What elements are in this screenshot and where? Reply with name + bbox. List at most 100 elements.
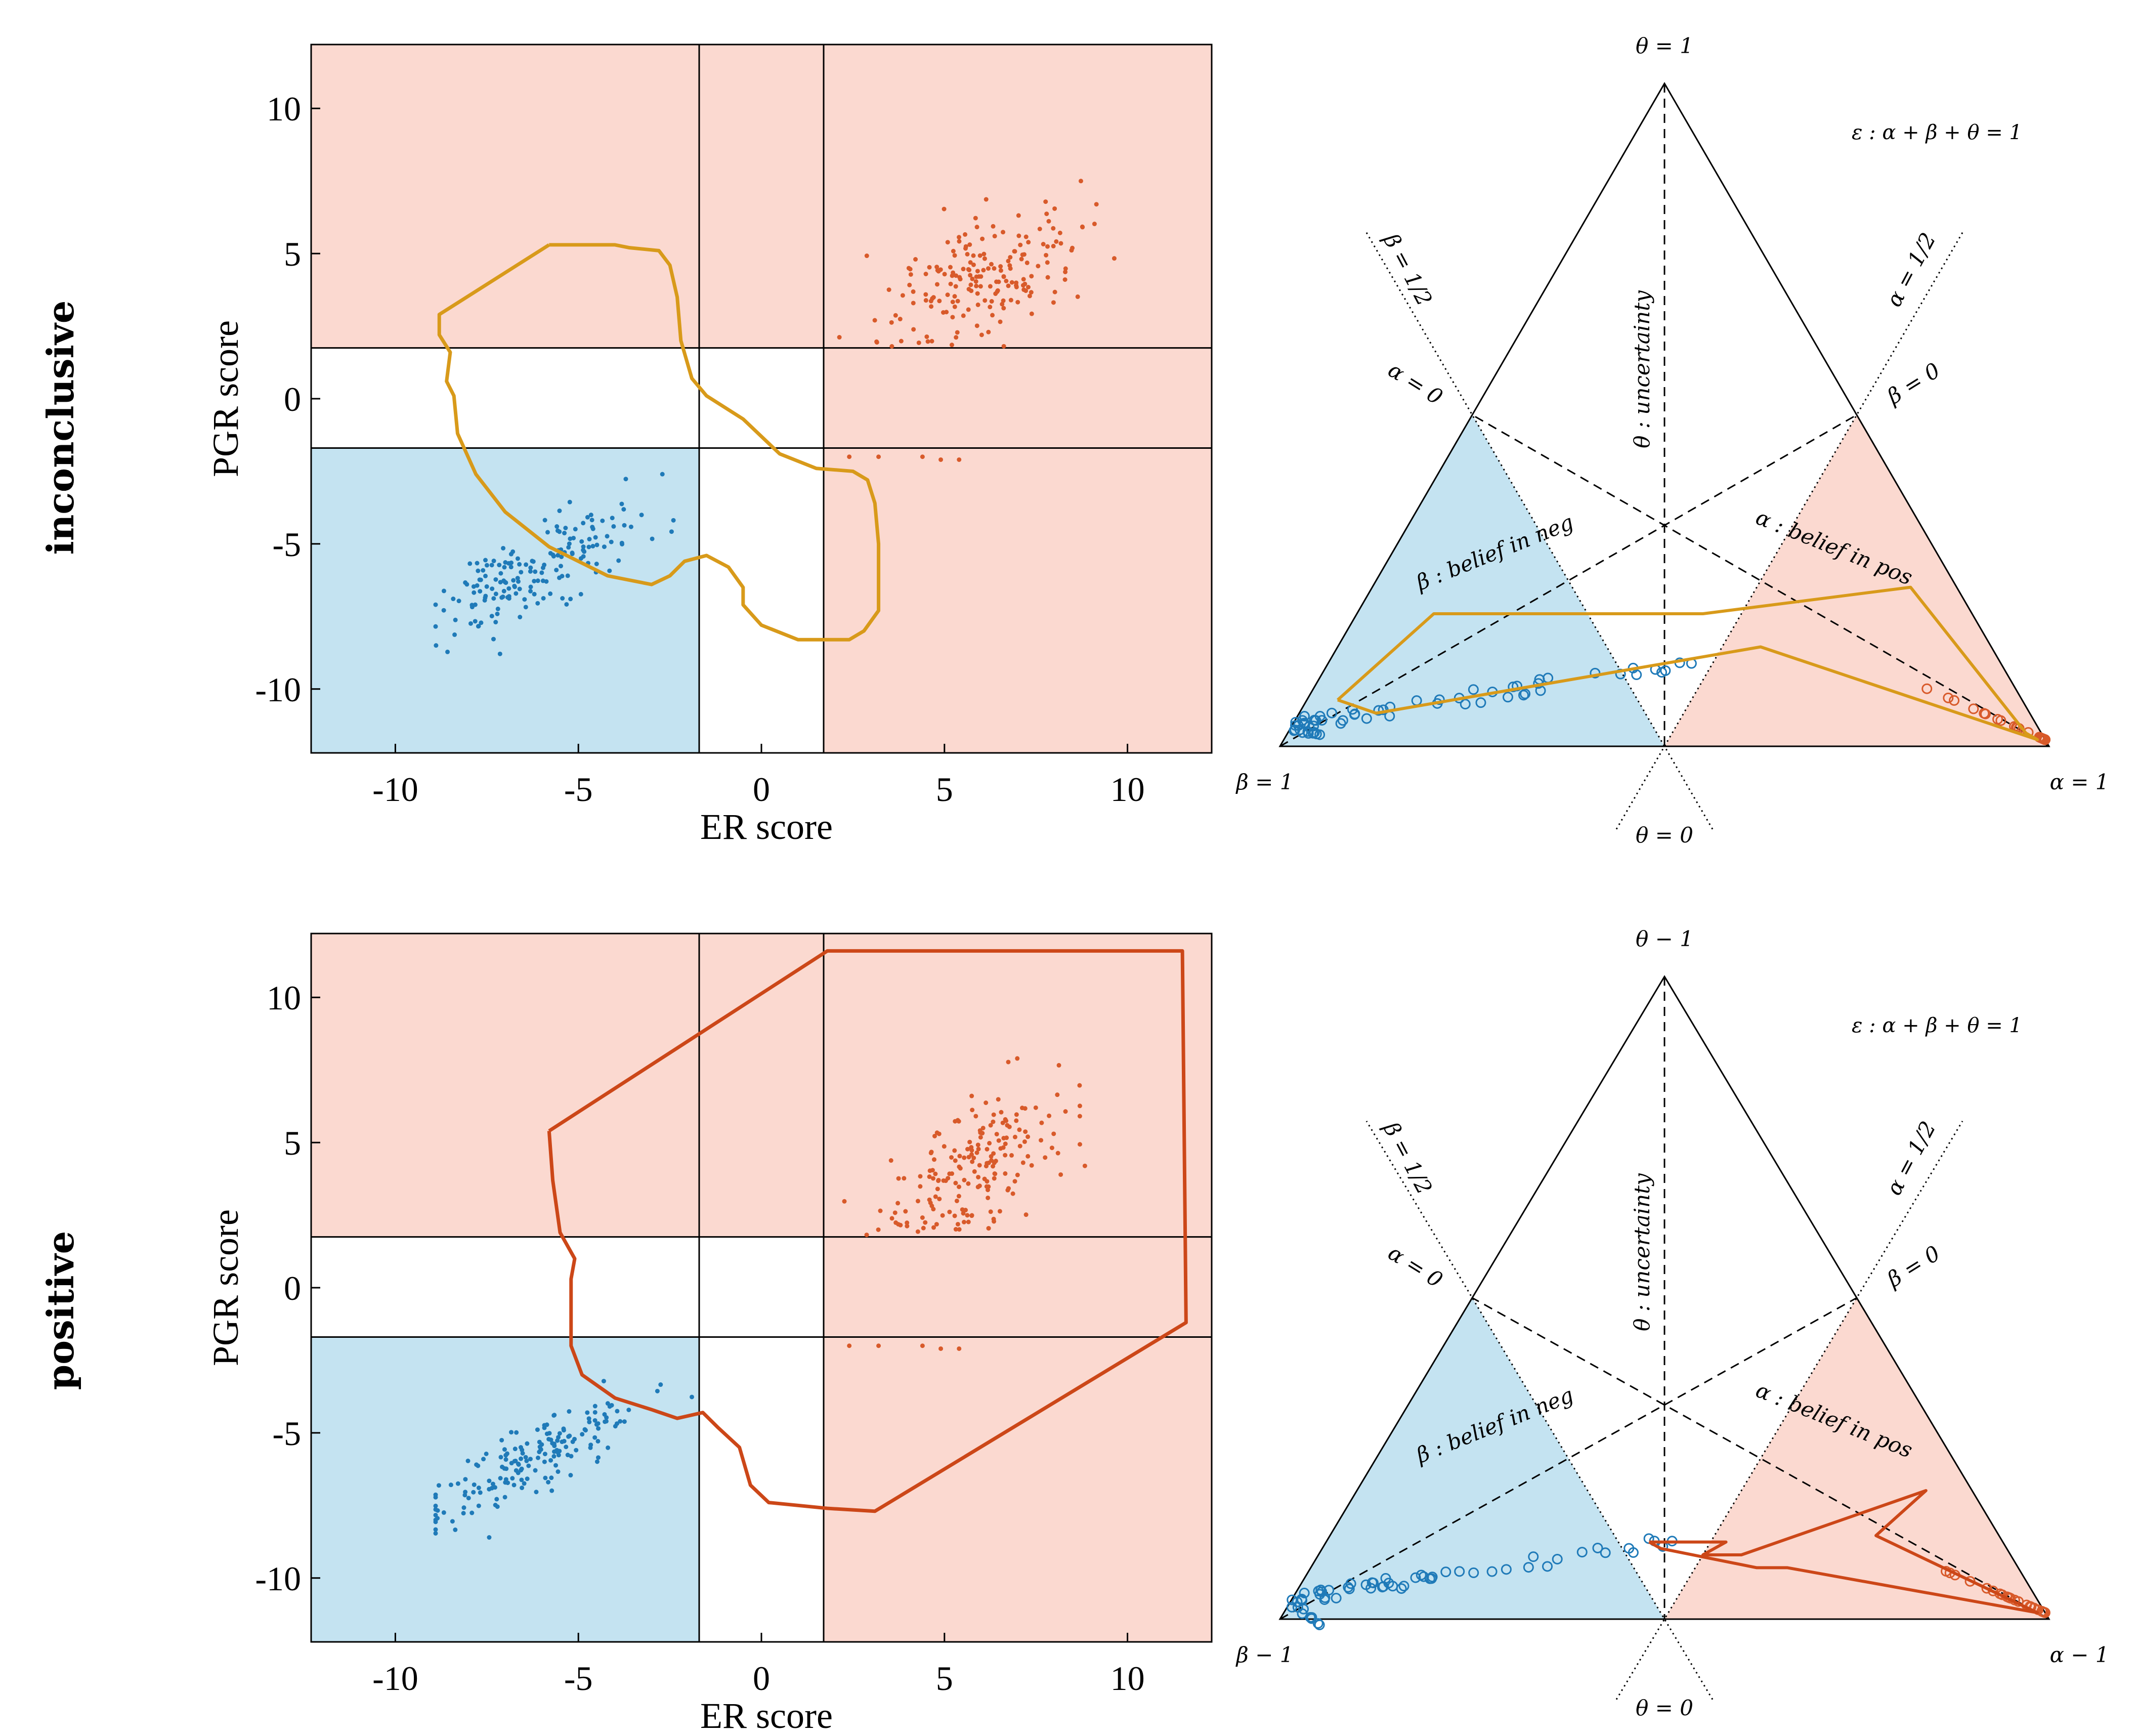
positive-point <box>1049 1146 1054 1151</box>
positive-point <box>1047 1113 1052 1118</box>
negative-point <box>547 1431 552 1436</box>
negative-point <box>498 571 503 576</box>
positive-point <box>961 267 966 272</box>
negative-point <box>503 1453 508 1458</box>
negative-point <box>569 1454 574 1459</box>
negative-point <box>519 1477 524 1483</box>
positive-sample-marker <box>1968 703 1979 714</box>
positive-point <box>973 216 978 221</box>
negative-point <box>622 523 627 528</box>
negative-sample-marker <box>1454 1566 1465 1577</box>
negative-sample-marker <box>1296 1593 1307 1604</box>
negative-point <box>481 1457 486 1462</box>
negative-point <box>512 583 517 588</box>
negative-point <box>503 1457 508 1462</box>
positive-point <box>933 1194 938 1199</box>
positive-point <box>895 1201 901 1206</box>
positive-sample-marker <box>1921 683 1933 694</box>
negative-point <box>511 1483 517 1488</box>
negative-point <box>441 608 446 613</box>
positive-point <box>915 1229 920 1234</box>
positive-point <box>996 1138 1001 1143</box>
negative-point <box>502 1447 507 1452</box>
negative-point <box>559 554 564 559</box>
negative-point <box>487 1478 492 1484</box>
negative-point <box>528 588 533 594</box>
positive-point <box>999 1110 1004 1115</box>
positive-point <box>988 284 993 289</box>
negative-sample-marker <box>1398 1581 1409 1592</box>
negative-point <box>690 1394 695 1400</box>
positive-point <box>900 293 905 298</box>
negative-point <box>514 591 519 596</box>
negative-point <box>472 1482 477 1487</box>
positive-point <box>934 1222 939 1227</box>
negative-point <box>628 524 633 529</box>
negative-sample-marker <box>1440 1566 1451 1578</box>
negative-point <box>495 611 500 616</box>
negative-sample-marker <box>1542 1561 1553 1572</box>
positive-point <box>934 282 939 287</box>
positive-point <box>985 1188 990 1193</box>
negative-point <box>595 1455 601 1460</box>
positive-point <box>1069 248 1074 253</box>
positive-point <box>988 1209 993 1214</box>
negative-sample-marker <box>1600 1547 1611 1558</box>
negative-point <box>541 596 546 601</box>
positive-point <box>954 335 959 340</box>
negative-point <box>565 1453 570 1458</box>
negative-sample-marker <box>1383 1578 1394 1589</box>
negative-point <box>535 1455 540 1460</box>
negative-sample-marker <box>1298 1603 1309 1615</box>
positive-point <box>905 1223 910 1229</box>
positive-point <box>923 1220 928 1225</box>
negative-point <box>594 542 600 547</box>
x-tick-label: 0 <box>753 1659 770 1698</box>
negative-point <box>553 1463 559 1468</box>
positive-point <box>957 235 962 240</box>
inconclusive-simplex-contour <box>1336 585 2039 741</box>
positive-point <box>1022 1106 1028 1111</box>
positive-point <box>1003 1171 1008 1176</box>
negative-point <box>463 1490 468 1495</box>
negative-point <box>565 573 570 578</box>
positive-point <box>893 313 898 318</box>
positive-point <box>923 271 928 276</box>
positive-point <box>918 1174 923 1179</box>
negative-point <box>557 1431 562 1436</box>
positive-point <box>1017 1127 1022 1132</box>
positive-point <box>1026 1134 1031 1139</box>
positive-point <box>967 242 972 247</box>
positive-point <box>963 246 968 251</box>
negative-point <box>621 507 626 512</box>
positive-point <box>1022 1139 1027 1144</box>
beta-0-label: β = 0 <box>1882 358 1944 409</box>
row-label-positive: positive <box>39 1231 82 1390</box>
positive-point <box>962 1155 967 1160</box>
negative-point <box>603 1419 608 1424</box>
positive-point <box>876 1343 881 1348</box>
positive-point <box>920 1215 925 1220</box>
positive-point <box>997 1209 1002 1214</box>
negative-point <box>566 545 571 550</box>
negative-sample-marker <box>1286 1601 1297 1613</box>
positive-point <box>876 454 881 459</box>
positive-scatter-panel: -10 -5 0 5 10 10 5 0 -5 -10 ER score PGR score <box>205 933 1213 1736</box>
negative-point <box>586 544 591 549</box>
negative-point <box>489 614 494 619</box>
negative-point <box>573 527 578 532</box>
negative-point <box>570 551 575 556</box>
positive-point <box>954 273 959 278</box>
negative-point <box>461 1505 466 1510</box>
negative-sample-marker <box>1349 709 1360 720</box>
positive-point <box>952 253 957 258</box>
negative-point <box>568 597 573 602</box>
negative-point <box>464 582 469 587</box>
negative-point <box>473 619 478 624</box>
negative-point <box>552 1449 557 1454</box>
negative-point <box>490 1481 495 1487</box>
alpha-half-label: α = 1/2 <box>1882 1117 1941 1199</box>
positive-point <box>955 1118 960 1123</box>
positive-point <box>1005 1188 1010 1193</box>
positive-simplex-contour <box>1648 1489 2039 1615</box>
